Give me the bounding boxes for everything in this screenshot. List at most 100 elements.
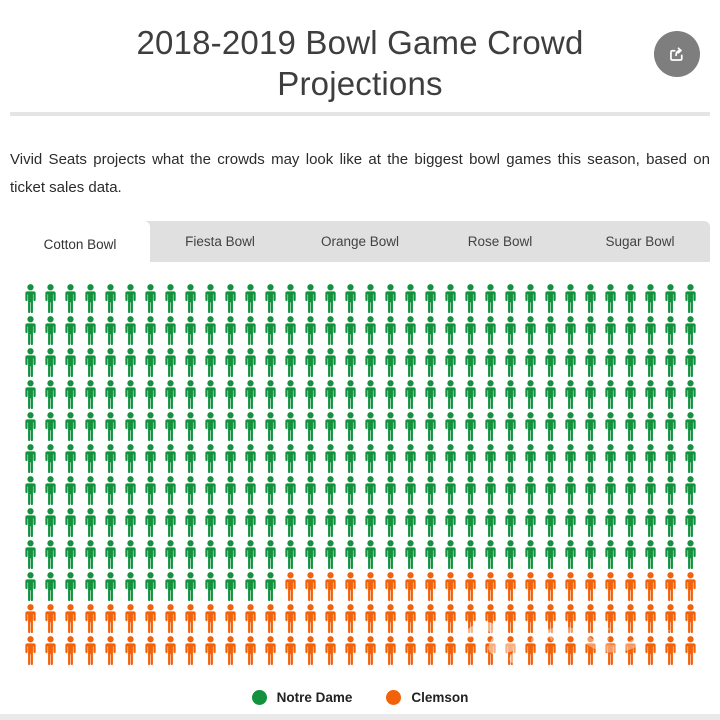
person-icon [404,412,416,442]
person-icon [604,540,616,570]
person-icon [684,316,696,346]
person-icon [144,316,156,346]
person-icon [124,348,136,378]
person-icon [64,476,76,506]
person-icon [404,316,416,346]
person-icon [364,572,376,602]
person-icon [304,284,316,314]
person-icon [184,444,196,474]
person-icon [64,508,76,538]
person-icon [384,412,396,442]
person-icon [584,604,596,634]
person-icon [684,284,696,314]
person-icon [124,572,136,602]
person-icon [364,444,376,474]
person-icon [424,540,436,570]
person-icon [444,540,456,570]
person-icon [84,476,96,506]
person-icon [484,604,496,634]
person-icon [324,348,336,378]
person-icon [244,508,256,538]
person-icon [204,604,216,634]
person-icon [224,380,236,410]
person-icon [504,284,516,314]
person-icon [144,636,156,666]
person-icon [144,604,156,634]
person-icon [504,636,516,666]
person-icon [144,540,156,570]
person-icon [64,540,76,570]
person-icon [44,444,56,474]
person-icon [244,316,256,346]
person-icon [524,636,536,666]
person-icon [64,316,76,346]
person-icon [164,508,176,538]
person-icon [684,572,696,602]
person-icon [544,540,556,570]
tab-sugar-bowl[interactable]: Sugar Bowl [605,234,675,249]
person-icon [664,508,676,538]
person-icon [684,348,696,378]
person-icon [484,476,496,506]
person-icon [404,604,416,634]
person-icon [304,476,316,506]
person-icon [104,412,116,442]
person-icon [44,380,56,410]
person-icon [624,636,636,666]
person-icon [624,572,636,602]
person-icon [444,604,456,634]
person-icon [184,412,196,442]
person-icon [64,380,76,410]
share-button[interactable] [654,31,700,77]
person-icon [664,444,676,474]
person-icon [404,444,416,474]
person-icon [184,316,196,346]
person-icon [384,604,396,634]
person-icon [304,604,316,634]
person-icon [104,348,116,378]
person-icon [304,508,316,538]
person-icon [664,604,676,634]
person-icon [284,508,296,538]
person-icon [564,540,576,570]
person-icon [144,284,156,314]
person-icon [444,508,456,538]
person-icon [264,476,276,506]
person-icon [284,412,296,442]
person-icon [264,316,276,346]
person-icon [344,316,356,346]
person-icon [404,572,416,602]
person-icon [404,636,416,666]
person-icon [364,316,376,346]
tab-cotton-bowl[interactable]: Cotton Bowl [10,221,150,268]
person-icon [104,444,116,474]
person-icon [24,476,36,506]
person-icon [604,636,616,666]
person-icon [424,316,436,346]
person-icon [44,604,56,634]
person-icon [264,444,276,474]
person-icon [364,348,376,378]
person-icon [584,540,596,570]
person-icon [164,412,176,442]
person-icon [204,380,216,410]
person-icon [24,572,36,602]
person-icon [524,508,536,538]
person-icon [504,572,516,602]
tab-rose-bowl[interactable]: Rose Bowl [467,234,533,249]
person-icon [644,476,656,506]
person-icon [424,476,436,506]
person-icon [424,572,436,602]
person-icon [344,444,356,474]
tab-orange-bowl[interactable]: Orange Bowl [320,234,400,249]
person-icon [284,316,296,346]
person-icon [664,572,676,602]
person-icon [284,380,296,410]
person-icon [684,476,696,506]
person-icon [304,444,316,474]
person-icon [224,604,236,634]
person-icon [544,572,556,602]
tab-bar: Cotton Bowl Fiesta Bowl Orange Bowl Rose Bo… [10,221,710,268]
person-icon [364,412,376,442]
tab-fiesta-bowl[interactable]: Fiesta Bowl [185,234,255,249]
